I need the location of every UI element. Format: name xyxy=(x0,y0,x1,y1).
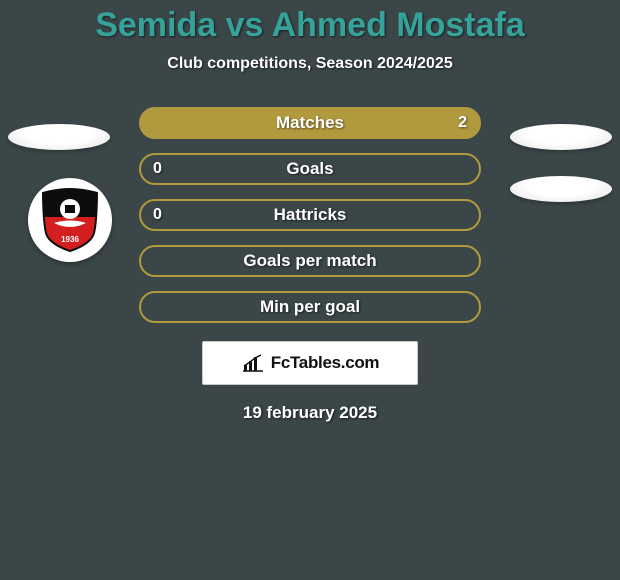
svg-text:1936: 1936 xyxy=(61,235,79,244)
brand-text: FcTables.com xyxy=(271,353,380,373)
club-shield-icon: 1936 xyxy=(39,187,101,253)
stat-row: Min per goal xyxy=(139,291,481,323)
bar-chart-icon xyxy=(241,353,265,373)
stat-row: Matches 2 xyxy=(139,107,481,139)
stat-value-left: 0 xyxy=(153,160,162,178)
stat-value-right: 2 xyxy=(458,114,467,132)
player-slot-left-icon xyxy=(8,124,110,150)
stat-label: Matches xyxy=(276,113,344,133)
stat-value-left: 0 xyxy=(153,206,162,224)
stat-label: Goals xyxy=(286,159,333,179)
player-slot-right-icon xyxy=(510,124,612,150)
comparison-card: Semida vs Ahmed Mostafa Club competition… xyxy=(0,0,620,580)
stat-row: Goals per match xyxy=(139,245,481,277)
brand-attribution[interactable]: FcTables.com xyxy=(202,341,418,385)
stat-label: Goals per match xyxy=(243,251,376,271)
stat-row: 0 Goals xyxy=(139,153,481,185)
page-title: Semida vs Ahmed Mostafa xyxy=(95,6,525,45)
club-badge-left: 1936 xyxy=(28,178,112,262)
page-subtitle: Club competitions, Season 2024/2025 xyxy=(167,55,452,73)
stat-label: Min per goal xyxy=(260,297,360,317)
stat-row: 0 Hattricks xyxy=(139,199,481,231)
player-slot-right-2-icon xyxy=(510,176,612,202)
stat-label: Hattricks xyxy=(274,205,347,225)
snapshot-date: 19 february 2025 xyxy=(243,403,377,423)
